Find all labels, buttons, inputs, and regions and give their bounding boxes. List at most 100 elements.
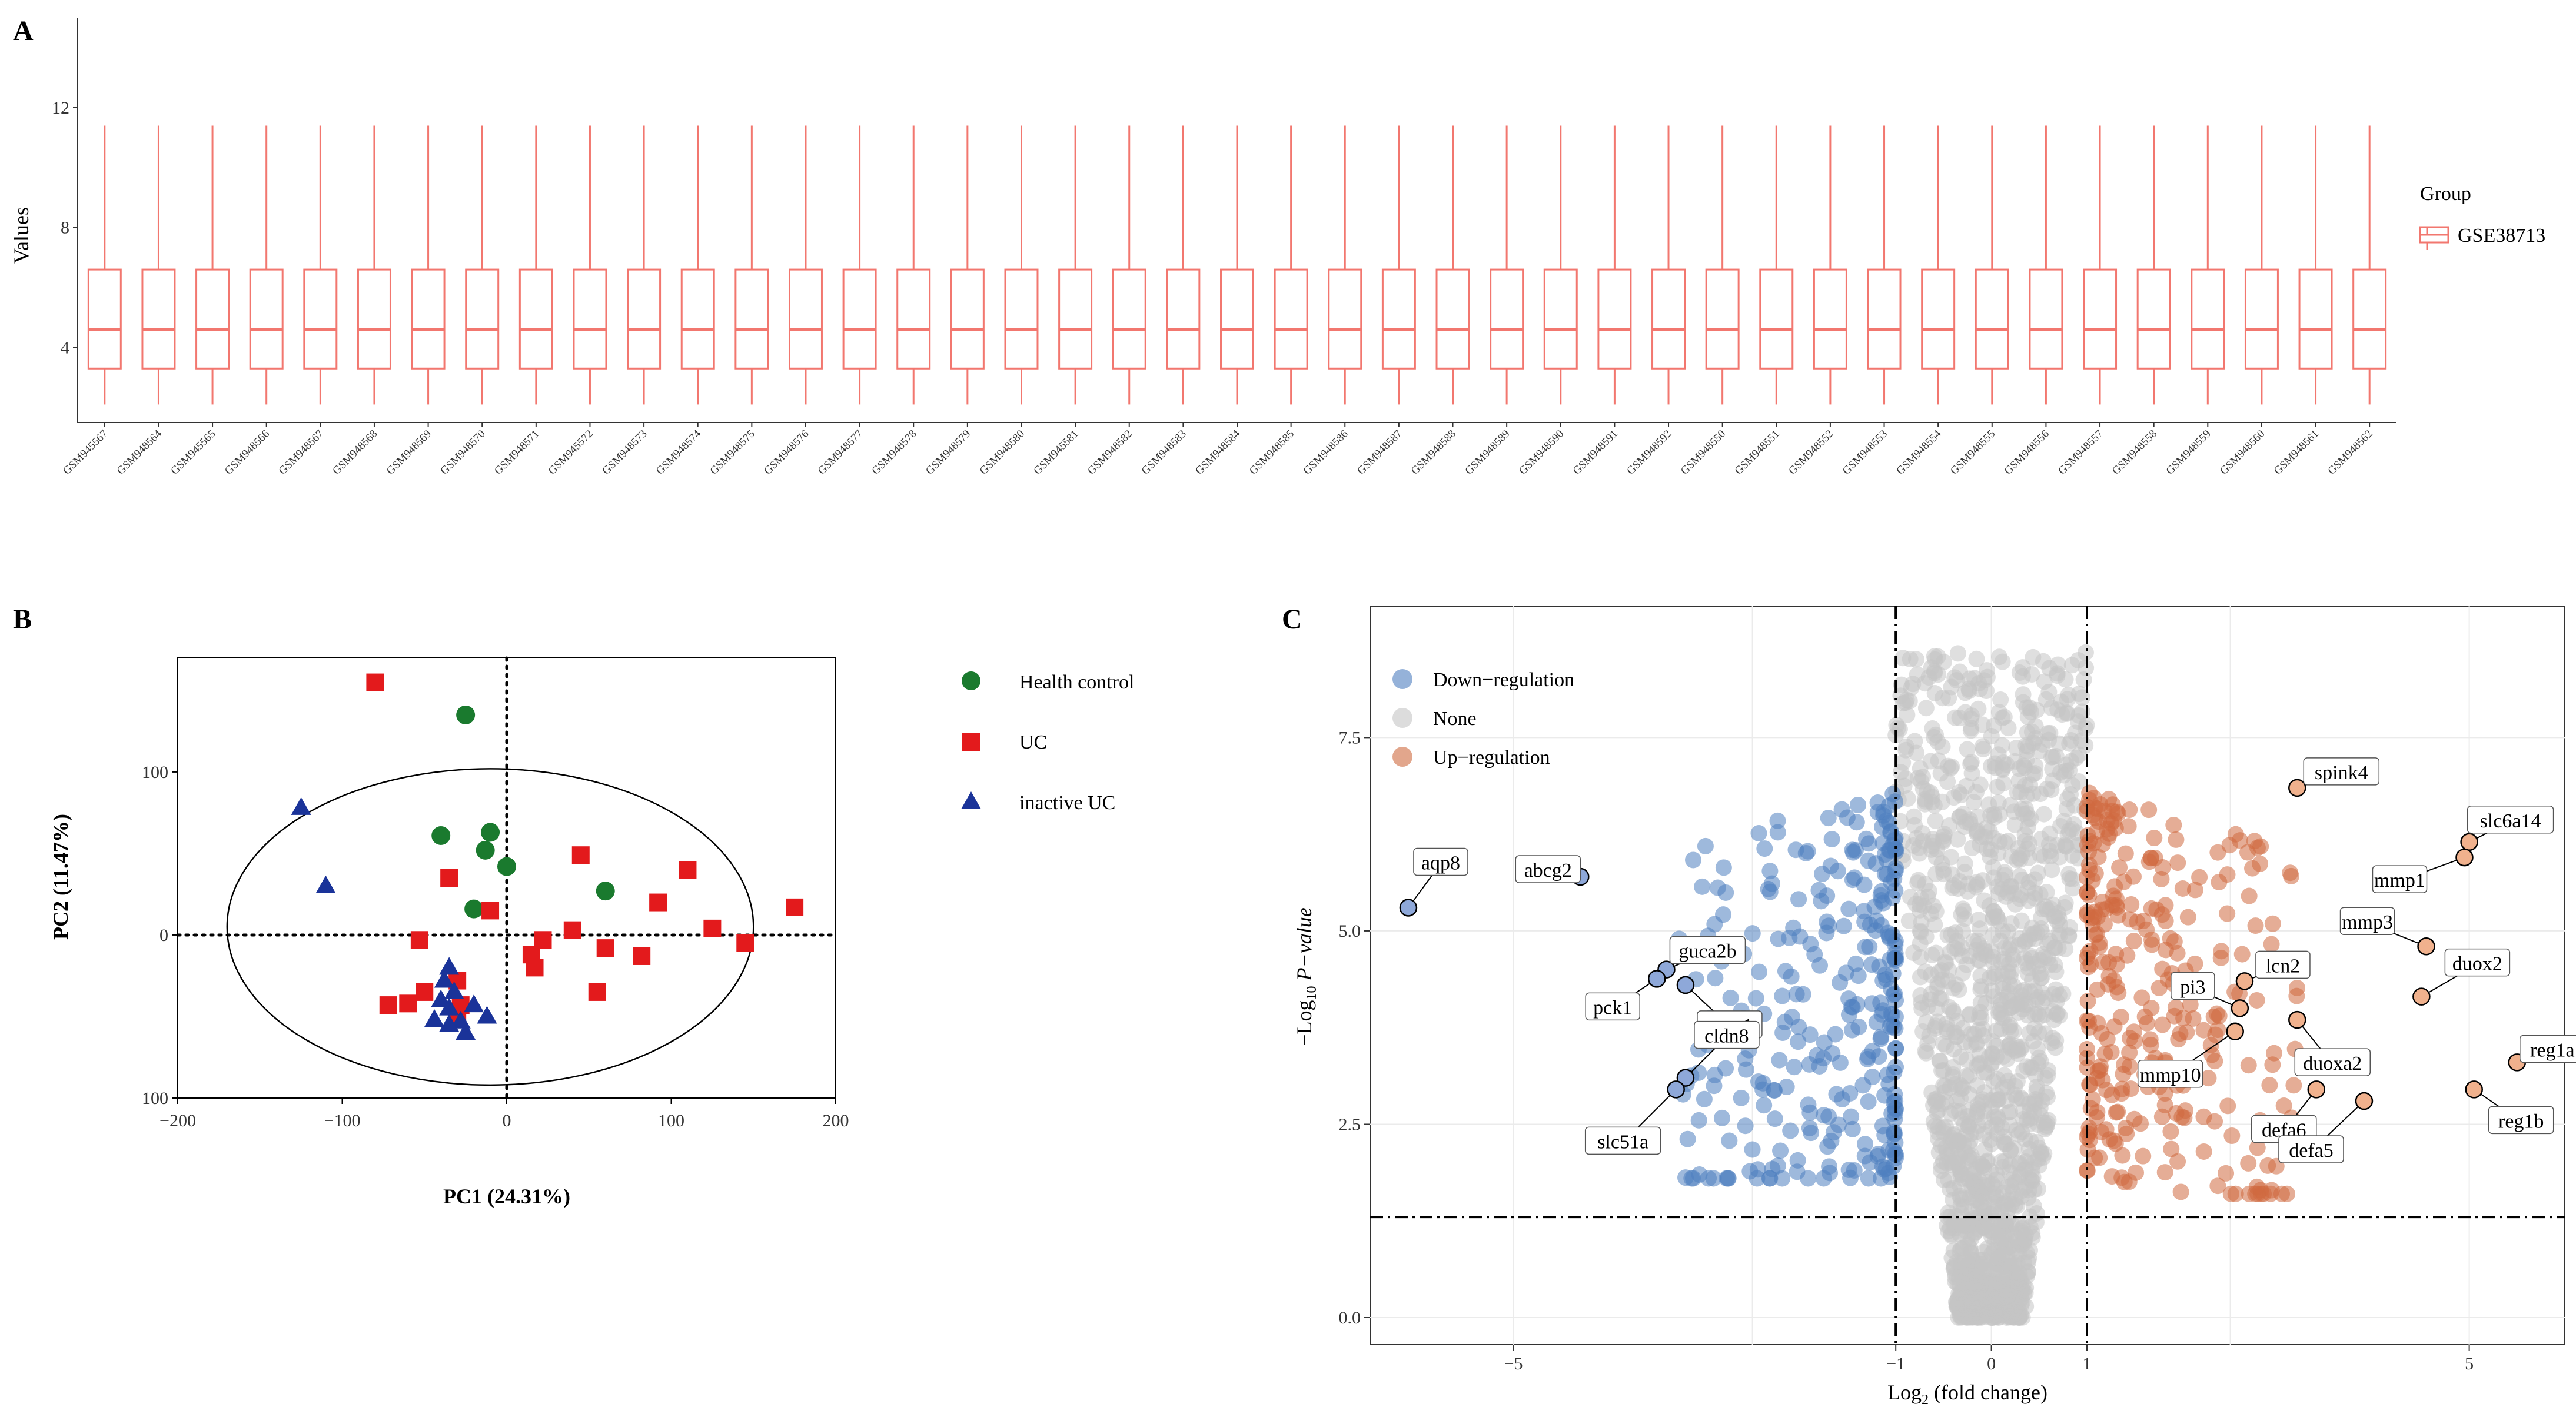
volcano-point — [1963, 1036, 1980, 1053]
volcano-point — [2027, 718, 2044, 735]
volcano-point — [2032, 1107, 2049, 1124]
boxplot-sample-label: GSM948556 — [2002, 428, 2052, 477]
volcano-x-title-rest: (fold change) — [1929, 1381, 2047, 1404]
volcano-point — [1887, 793, 1904, 810]
volcano-point — [2039, 725, 2056, 742]
pca-point-uc — [679, 861, 697, 879]
volcano-point — [2278, 1185, 2295, 1202]
boxplot-legend: Group GSE38713 — [2419, 183, 2545, 250]
volcano-point — [2006, 1140, 2023, 1157]
volcano-point — [1990, 1091, 2007, 1108]
volcano-point — [2120, 818, 2137, 835]
volcano-point — [1696, 1090, 1713, 1107]
volcano-point — [1943, 758, 1960, 775]
boxplot-box — [2136, 125, 2171, 405]
volcano-point — [2062, 786, 2079, 803]
boxplot-iqr-box — [1597, 268, 1632, 370]
volcano-point — [1750, 825, 1767, 842]
volcano-point — [1690, 1112, 1707, 1129]
volcano-point — [1772, 1142, 1789, 1159]
boxplot-sample-label: GSM948585 — [1247, 428, 1297, 477]
volcano-gene-label-box — [2278, 1135, 2344, 1163]
volcano-point — [2122, 911, 2139, 928]
boxplot-box — [1975, 125, 2009, 405]
boxplot-iqr-box — [2244, 268, 2279, 370]
volcano-point — [2186, 882, 2203, 899]
volcano-y-title-rest: P−value — [1292, 907, 1316, 986]
volcano-point — [1935, 866, 1952, 883]
boxplot-sample-label: GSM948555 — [1948, 428, 1997, 477]
volcano-point — [1713, 1109, 1730, 1126]
volcano-point — [2111, 859, 2128, 876]
volcano-point — [2211, 873, 2228, 890]
volcano-point — [1800, 1096, 1817, 1113]
pca-x-tick-label: −200 — [159, 1111, 196, 1130]
boxplot-box — [680, 125, 715, 405]
volcano-y-title: −Log10 P−value — [1292, 907, 1319, 1046]
volcano-point — [2051, 927, 2068, 944]
volcano-point — [2036, 1145, 2053, 1162]
boxplot-iqr-box — [87, 268, 122, 370]
volcano-point — [2051, 1007, 2068, 1024]
volcano-point — [1850, 796, 1867, 813]
volcano-gene-label: mmp1 — [2374, 870, 2425, 892]
volcano-point — [2095, 954, 2112, 971]
volcano-point — [2262, 1185, 2279, 1202]
boxplot-y-tick-label: 8 — [61, 218, 69, 238]
pca-point-uc — [399, 994, 417, 1013]
volcano-point — [2079, 884, 2096, 901]
volcano-point — [1873, 917, 1890, 934]
volcano-point — [2249, 839, 2266, 856]
volcano-point — [2049, 904, 2066, 922]
boxplot-sample-label: GSM948558 — [2110, 428, 2159, 477]
boxplot-legend-key — [2419, 226, 2449, 250]
volcano-point — [1744, 1141, 1761, 1158]
pca-point-inactive-uc — [464, 994, 484, 1013]
volcano-point — [2026, 1181, 2043, 1198]
boxplot-iqr-box — [842, 268, 877, 370]
volcano-gene-point — [2412, 987, 2431, 1006]
volcano-gene-point — [2235, 972, 2254, 990]
boxplot-sample-label: GSM948578 — [869, 428, 919, 477]
boxplot-box — [1274, 125, 1308, 405]
boxplot-box — [1759, 125, 1794, 405]
volcano-point — [1756, 1097, 1773, 1114]
volcano-point — [1911, 902, 1928, 919]
boxplot-sample-label: GSM948573 — [600, 428, 649, 477]
volcano-gene-label: spink4 — [2315, 762, 2368, 784]
volcano-point — [1834, 1091, 1851, 1108]
pca-y-tick-label: 0 — [159, 926, 168, 945]
volcano-point — [1914, 769, 1932, 786]
volcano-point — [1917, 876, 1934, 893]
volcano-point — [1769, 812, 1786, 829]
pca-point-uc — [588, 983, 606, 1001]
volcano-point — [2140, 801, 2158, 819]
boxplot-iqr-box — [1381, 268, 1416, 370]
volcano-point — [1769, 824, 1786, 841]
volcano-point — [2033, 830, 2050, 847]
legend-marker-none — [1392, 708, 1412, 728]
volcano-point — [2026, 1006, 2043, 1023]
volcano-point — [2032, 970, 2049, 987]
boxplot-y-title: Values — [9, 207, 33, 264]
boxplot-sample-label: GSM945581 — [1031, 428, 1081, 477]
volcano-point — [2069, 713, 2086, 730]
boxplot-box — [2029, 125, 2063, 405]
volcano-point — [2156, 1085, 2173, 1102]
volcano-point — [1939, 927, 1956, 944]
volcano-point — [2050, 735, 2068, 752]
volcano-point — [2098, 821, 2115, 838]
legend-marker-health-control — [962, 671, 980, 690]
boxplot-sample-label: GSM945567 — [61, 428, 110, 477]
pca-point-uc — [366, 673, 384, 691]
boxplot-sample-label: GSM948553 — [1840, 428, 1890, 477]
volcano-point — [1974, 1091, 1991, 1108]
volcano-point — [2010, 1156, 2027, 1173]
volcano-point — [1811, 957, 1829, 974]
volcano-point — [1874, 834, 1892, 851]
volcano-point — [1844, 872, 1861, 889]
volcano-point — [2244, 860, 2261, 877]
volcano-x-tick-label: −1 — [1886, 1354, 1905, 1373]
boxplot-sample-label: GSM948557 — [2056, 428, 2105, 477]
volcano-point — [1948, 672, 1965, 689]
